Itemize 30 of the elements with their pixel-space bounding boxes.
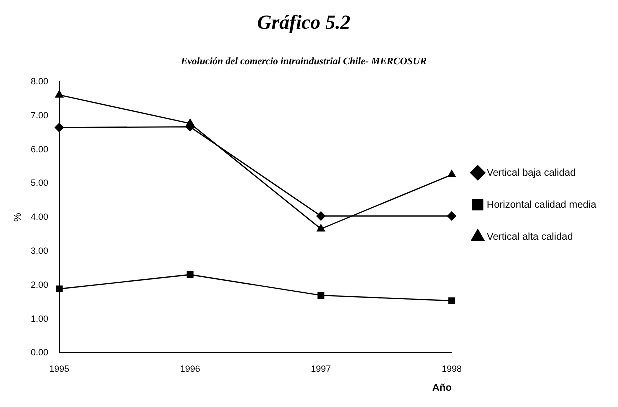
point: [318, 292, 325, 299]
chart-subtitle: Evolución del comercio intraindustrial Chile- MERCOSUR: [180, 56, 428, 68]
x-tick-label: 1996: [180, 364, 200, 374]
y-tick-label: 6.00: [30, 144, 49, 154]
point: [55, 90, 64, 98]
point: [186, 271, 194, 278]
y-tick-label: 1.00: [30, 314, 49, 324]
point: [447, 212, 457, 221]
point: [316, 212, 326, 221]
y-tick-label: 7.00: [30, 110, 49, 120]
point: [54, 123, 64, 132]
legend-label: Vertical baja calidad: [487, 168, 576, 179]
x-tick-label: 1997: [311, 364, 332, 374]
y-axis-title: %: [12, 213, 24, 222]
point: [56, 286, 63, 293]
y-tick-label: 3.00: [30, 246, 49, 256]
y-tick-label: 2.00: [30, 280, 49, 290]
x-tick-label: 1998: [442, 364, 462, 374]
legend-label: Vertical alta calidad: [487, 232, 574, 243]
point: [448, 298, 456, 304]
chart-title: Gráfico 5.2: [257, 12, 351, 34]
legend-label: Horizontal calidad media: [487, 200, 597, 211]
x-tick-label: 1995: [50, 364, 70, 374]
y-tick-label: 5.00: [30, 178, 49, 188]
point: [448, 170, 456, 178]
point: [317, 224, 326, 232]
x-axis-title: Año: [432, 382, 452, 394]
y-tick-label: 4.00: [30, 212, 49, 222]
y-tick-label: 0.00: [30, 348, 49, 358]
y-tick-label: 8.00: [30, 76, 49, 86]
